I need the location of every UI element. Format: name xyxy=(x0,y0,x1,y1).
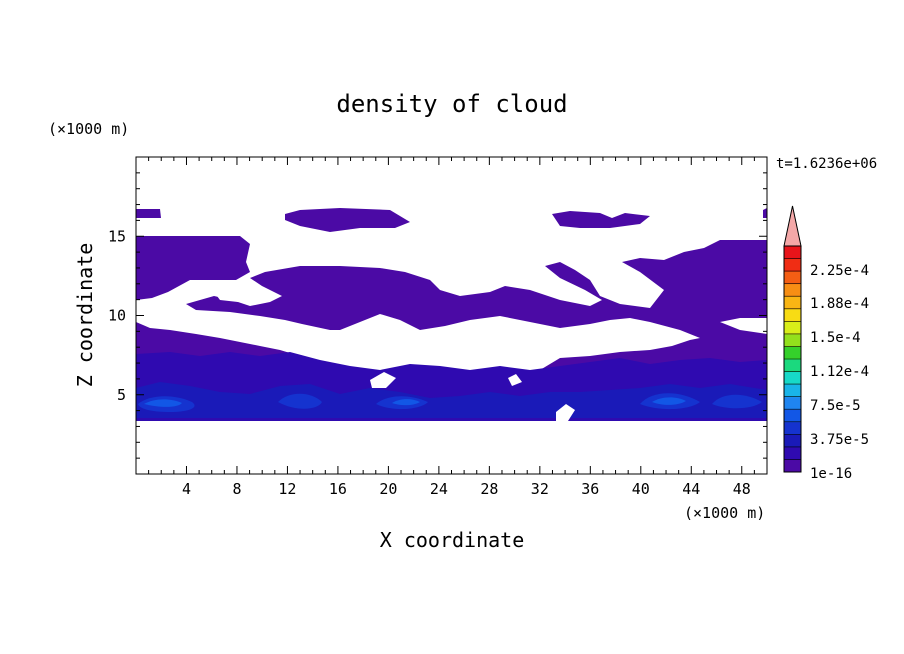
x-tick-label: 28 xyxy=(480,480,498,498)
y-axis-ticks: 5 10 15 xyxy=(108,172,767,459)
colorbar-label: 1.88e-4 xyxy=(810,296,869,312)
colorbar-swatch xyxy=(784,396,801,410)
cloud-gap-1 xyxy=(370,372,396,388)
colorbar-swatch xyxy=(784,271,801,285)
colorbar-label: 1.5e-4 xyxy=(810,330,861,346)
x-tick-label: 44 xyxy=(682,480,700,498)
colorbar-label: 3.75e-5 xyxy=(810,432,869,448)
colorbar-swatch xyxy=(784,409,801,423)
colorbar: 2.25e-4 1.88e-4 1.5e-4 1.12e-4 7.5e-5 3.75e-5… xyxy=(783,205,869,482)
colorbar-swatch xyxy=(784,246,801,260)
cloud-gap-2 xyxy=(508,374,522,386)
chart-title: density of cloud xyxy=(336,90,567,118)
x-axis-ticks: 4 8 12 16 20 24 28 32 36 40 44 48 xyxy=(148,157,755,498)
cloud-upper-patch-1 xyxy=(136,209,161,218)
y-tick-label: 10 xyxy=(108,307,126,325)
x-tick-label: 40 xyxy=(632,480,650,498)
cloud-gap-4 xyxy=(214,290,252,302)
x-tick-label: 20 xyxy=(379,480,397,498)
x-axis-label: X coordinate xyxy=(380,528,525,552)
colorbar-swatch xyxy=(784,434,801,448)
cloud-core-8 xyxy=(712,394,762,409)
colorbar-swatch xyxy=(784,371,801,385)
cloud-core-2 xyxy=(144,399,182,407)
x-tick-label: 16 xyxy=(329,480,347,498)
colorbar-swatch xyxy=(784,384,801,398)
contour-field xyxy=(136,208,767,421)
cloud-upper-patch-3 xyxy=(552,211,650,228)
cloud-core-band xyxy=(136,382,767,418)
x-tick-label: 8 xyxy=(232,480,241,498)
cloud-core-7 xyxy=(652,397,686,405)
colorbar-swatch xyxy=(784,421,801,435)
colorbar-swatch xyxy=(784,446,801,460)
colorbar-label: 1e-16 xyxy=(810,466,852,482)
y-tick-label: 5 xyxy=(117,386,126,404)
y-unit-label: (×1000 m) xyxy=(48,120,129,138)
time-label: t=1.6236e+06 xyxy=(776,156,877,172)
y-tick-label: 15 xyxy=(108,227,126,245)
colorbar-swatch xyxy=(784,459,801,473)
x-tick-label: 4 xyxy=(182,480,191,498)
cloud-upper-patch-2 xyxy=(285,208,410,232)
cloud-core-5 xyxy=(392,399,420,406)
y-axis-label: Z coordinate xyxy=(73,243,97,388)
x-tick-label: 12 xyxy=(278,480,296,498)
cloud-core-3 xyxy=(278,393,322,409)
x-tick-label: 36 xyxy=(581,480,599,498)
x-unit-label: (×1000 m) xyxy=(684,504,765,522)
colorbar-label: 1.12e-4 xyxy=(810,364,869,380)
colorbar-swatch xyxy=(784,321,801,335)
cloud-upper-patch-4 xyxy=(763,208,767,218)
colorbar-swatch xyxy=(784,283,801,297)
colorbar-swatch xyxy=(784,296,801,310)
colorbar-over-triangle xyxy=(783,205,802,247)
x-tick-label: 24 xyxy=(430,480,448,498)
cloud-gap-3 xyxy=(556,404,575,421)
colorbar-label: 2.25e-4 xyxy=(810,263,869,279)
colorbar-swatch xyxy=(784,333,801,347)
x-tick-label: 48 xyxy=(733,480,751,498)
colorbar-swatch xyxy=(784,359,801,373)
colorbar-swatch xyxy=(784,258,801,272)
x-tick-label: 32 xyxy=(531,480,549,498)
colorbar-label: 7.5e-5 xyxy=(810,398,861,414)
colorbar-swatch xyxy=(784,308,801,322)
colorbar-swatch xyxy=(784,346,801,360)
